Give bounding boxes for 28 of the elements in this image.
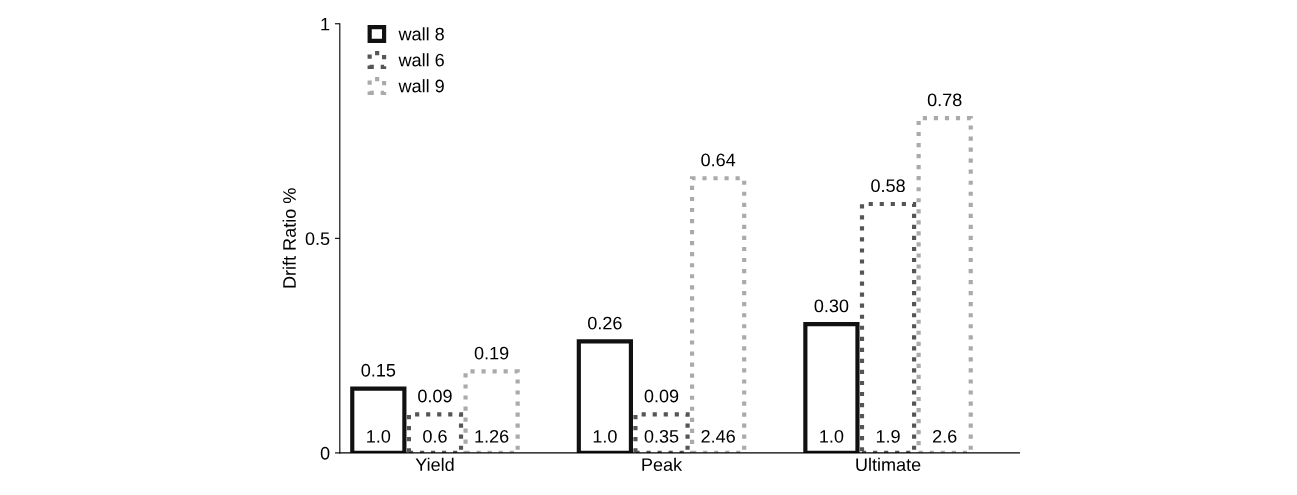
x-tick-label: Yield	[415, 457, 454, 472]
y-axis-title: Drift Ratio %	[282, 188, 296, 288]
data-label: 0.26	[588, 316, 622, 330]
legend-label: wall 6	[398, 53, 444, 67]
annotation: 2.46	[701, 429, 735, 443]
legend-label: wall 8	[398, 27, 444, 41]
data-label: 0.19	[474, 346, 509, 360]
annotation: 1.0	[820, 429, 844, 443]
x-tick-label: Peak	[642, 457, 683, 472]
annotation: 1.26	[475, 429, 509, 443]
data-label: 0.30	[814, 299, 849, 313]
annotation: 0.6	[423, 429, 447, 443]
legend-label: wall 9	[398, 79, 444, 93]
x-tick-label: Ultimate	[856, 457, 921, 472]
annotation: 1.9	[876, 429, 900, 443]
y-tick-label: 1	[321, 17, 330, 31]
y-tick-label: 0	[320, 446, 330, 460]
y-tick-label: 0.5	[305, 232, 330, 246]
annotation: 1.0	[367, 429, 391, 443]
data-label: 0.78	[927, 93, 962, 107]
data-label: 0.09	[644, 389, 679, 403]
annotation: 0.35	[644, 429, 679, 443]
data-label: 0.15	[361, 363, 396, 377]
data-label: 0.64	[701, 153, 736, 167]
data-label: 0.58	[871, 179, 905, 193]
annotation: 2.6	[933, 429, 957, 443]
data-label: 0.09	[418, 389, 452, 403]
annotation: 1.0	[593, 429, 617, 443]
